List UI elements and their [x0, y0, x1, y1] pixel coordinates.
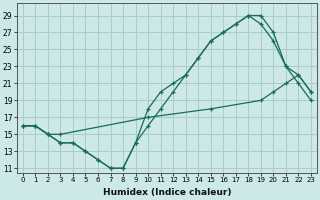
X-axis label: Humidex (Indice chaleur): Humidex (Indice chaleur)	[103, 188, 231, 197]
